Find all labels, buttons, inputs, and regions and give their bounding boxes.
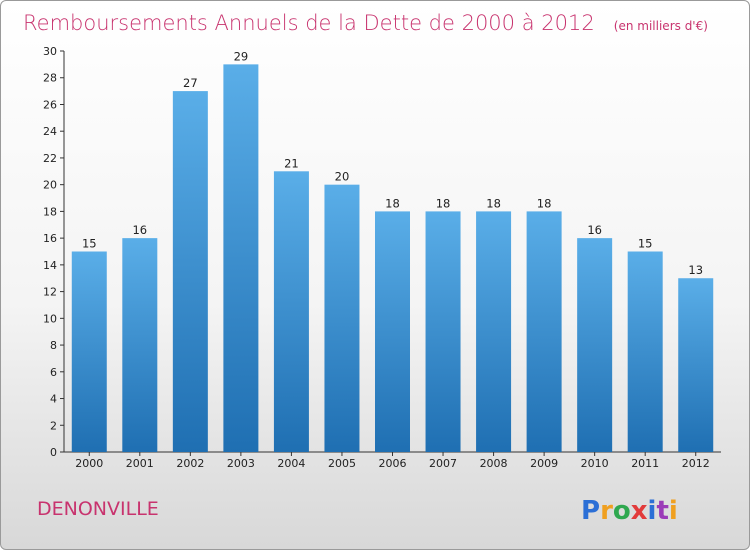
place-name: DENONVILLE	[37, 498, 159, 520]
bar	[172, 91, 208, 452]
bar	[71, 251, 107, 452]
proxiti-logo: Proxiti	[581, 496, 678, 526]
bar	[375, 211, 410, 452]
y-tick-label: 22	[43, 152, 57, 165]
bar-value-label: 18	[436, 196, 451, 210]
y-tick-label: 4	[50, 393, 57, 406]
logo-letter: P	[581, 496, 600, 526]
bar-value-label: 20	[335, 170, 350, 184]
bar	[122, 238, 158, 452]
bar	[577, 238, 613, 452]
x-tick-label: 2011	[631, 457, 659, 470]
y-tick-label: 0	[50, 446, 57, 459]
logo-letter: i	[669, 496, 678, 526]
y-tick-label: 16	[43, 232, 57, 245]
bar-value-label: 15	[638, 237, 653, 251]
bar	[476, 211, 512, 452]
bar-value-label: 16	[132, 223, 147, 237]
logo-letter: i	[648, 496, 657, 526]
logo-letter: o	[613, 496, 631, 526]
x-tick-label: 2000	[75, 457, 103, 470]
bar	[627, 251, 663, 452]
bar	[223, 64, 259, 452]
bar-value-label: 18	[537, 196, 552, 210]
bar-value-label: 21	[284, 156, 299, 170]
x-tick-label: 2001	[126, 457, 154, 470]
chart-unit: (en milliers d'€)	[614, 19, 708, 33]
logo-letter: r	[600, 496, 613, 526]
x-tick-label: 2003	[227, 457, 255, 470]
x-tick-label: 2009	[530, 457, 558, 470]
bar	[324, 184, 360, 452]
y-tick-label: 24	[43, 125, 57, 138]
bar-value-label: 29	[234, 49, 249, 63]
chart-title-group: Remboursements Annuels de la Dette de 20…	[23, 11, 708, 35]
x-tick-label: 2002	[176, 457, 204, 470]
y-tick-label: 18	[43, 205, 57, 218]
y-tick-label: 30	[43, 45, 57, 58]
logo-letter: t	[656, 496, 668, 526]
y-tick-label: 26	[43, 98, 57, 111]
bars: 15 2000 16 2001 27 2002 29 2003 21 2004 20 2005 18 20…	[71, 49, 714, 470]
x-tick-label: 2010	[581, 457, 609, 470]
x-tick-label: 2007	[429, 457, 457, 470]
x-tick-label: 2006	[379, 457, 407, 470]
bar-value-label: 13	[688, 263, 703, 277]
bar-value-label: 15	[82, 237, 97, 251]
bar-value-label: 16	[587, 223, 602, 237]
y-tick-label: 12	[43, 286, 57, 299]
logo-letter: x	[631, 496, 648, 526]
bar	[273, 171, 309, 453]
y-tick-label: 14	[43, 259, 57, 272]
y-tick-label: 8	[50, 339, 57, 352]
bar	[425, 211, 461, 452]
x-tick-label: 2012	[682, 457, 710, 470]
bar-value-label: 18	[385, 196, 400, 210]
bar	[678, 278, 714, 452]
y-tick-label: 6	[50, 366, 57, 379]
x-tick-label: 2008	[480, 457, 508, 470]
y-tick-label: 2	[50, 419, 57, 432]
y-tick-label: 28	[43, 72, 57, 85]
x-tick-label: 2005	[328, 457, 356, 470]
bar-value-label: 18	[486, 196, 501, 210]
bar	[526, 211, 562, 452]
x-tick-label: 2004	[277, 457, 305, 470]
y-tick-label: 20	[43, 179, 57, 192]
y-tick-label: 10	[43, 312, 57, 325]
bar-value-label: 27	[183, 76, 198, 90]
chart-title: Remboursements Annuels de la Dette de 20…	[23, 11, 595, 35]
